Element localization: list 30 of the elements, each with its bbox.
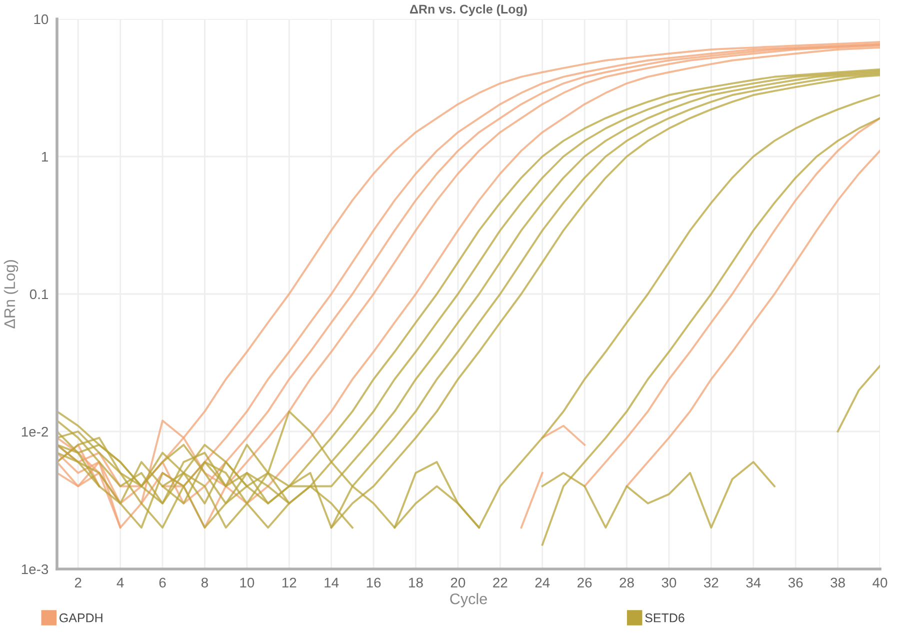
chart-title: ΔRn vs. Cycle (Log) — [410, 4, 527, 16]
x-tick-label: 38 — [830, 578, 845, 588]
legend-label: SETD6 — [645, 613, 684, 622]
x-tick-label: 14 — [324, 578, 339, 588]
x-tick-label: 2 — [74, 578, 82, 588]
y-tick-label: 0.1 — [30, 289, 48, 300]
x-tick-label: 28 — [620, 578, 634, 588]
x-axis-title: Cycle — [450, 593, 487, 608]
y-tick-label: 1e-2 — [22, 426, 48, 437]
x-tick-label: 12 — [282, 578, 296, 588]
x-tick-label: 30 — [662, 578, 676, 588]
x-tick-label: 20 — [450, 578, 466, 588]
x-tick-label: 34 — [746, 578, 761, 588]
x-tick-label: 6 — [159, 578, 166, 588]
x-tick-label: 18 — [409, 578, 423, 588]
y-tick-label: 1e-3 — [22, 564, 48, 574]
y-tick-label: 10 — [34, 14, 48, 24]
x-tick-label: 10 — [240, 578, 254, 588]
x-tick-label: 22 — [493, 578, 508, 588]
x-tick-label: 8 — [201, 578, 208, 588]
legend-label: GAPDH — [60, 613, 102, 622]
x-tick-label: 26 — [578, 578, 592, 588]
x-tick-label: 40 — [872, 578, 888, 588]
x-tick-label: 24 — [535, 578, 550, 588]
x-tick-label: 4 — [116, 578, 124, 588]
x-tick-label: 36 — [788, 578, 803, 588]
y-tick-label: 1 — [42, 152, 48, 162]
x-tick-label: 32 — [704, 578, 718, 588]
x-tick-label: 16 — [366, 578, 381, 588]
y-axis-title: ΔRn (Log) — [4, 260, 18, 328]
